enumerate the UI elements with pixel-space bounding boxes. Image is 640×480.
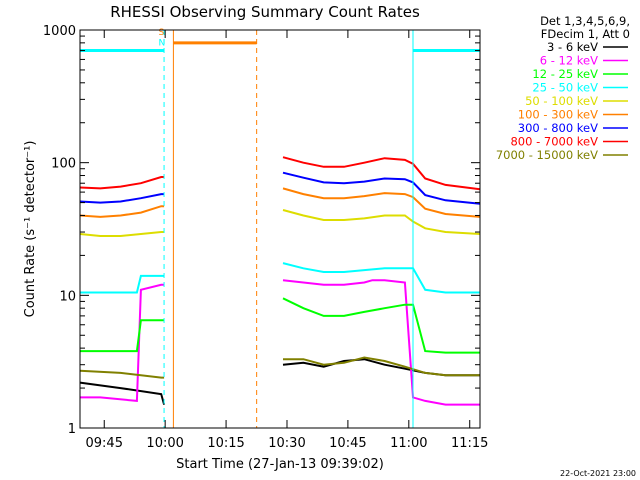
legend-label-6-12-kev: 6 - 12 keV [540,54,598,68]
event-layer: SN [79,28,481,428]
y-tick-label-100: 100 [51,157,76,172]
generation-timestamp: 22-Oct-2021 23:00 [560,469,636,478]
legend-label-800-7000-kev: 800 - 7000 keV [510,135,598,149]
legend-label-7000-15000-kev: 7000 - 15000 keV [496,148,598,162]
series-layer [79,156,481,406]
series-300-800-kev-segment-2 [282,171,481,205]
x-tick-label-10-15: 10:15 [207,436,244,451]
legend-header-line-2: FDecim 1, Att 0 [541,27,630,41]
x-tick-label-11-15: 11:15 [451,436,488,451]
series-800-7000-kev-segment-1 [79,176,165,190]
series-12-25-kev-segment-2 [282,297,480,354]
y-tick-label-10: 10 [59,289,76,304]
legend-label-3-6-kev: 3 - 6 keV [547,40,598,54]
legend-label-300-800-kev: 300 - 800 keV [518,121,598,135]
x-axis-label: Start Time (27-Jan-13 09:39:02) [176,457,384,472]
x-tick-label-10-30: 10:30 [268,436,305,451]
event-marker-s: S [158,28,164,38]
series-6-12-kev-segment-2 [282,279,480,406]
y-tick-label-1000: 1000 [43,24,76,39]
event-marker-n: N [158,38,165,48]
chart-title: RHESSI Observing Summary Count Rates [110,3,420,21]
series-12-25-kev-segment-1 [80,319,165,353]
series-800-7000-kev-segment-2 [282,156,481,191]
series-6-12-kev-segment-1 [80,283,165,402]
y-axis-label: Count Rate (s⁻¹ detector⁻¹) [23,141,38,318]
legend-label-12-25-kev: 12 - 25 keV [532,67,598,81]
x-tick-label-11-00: 11:00 [390,436,427,451]
series-7000-15000-kev-segment-1 [79,369,165,379]
legend-label-50-100-kev: 50 - 100 keV [525,94,598,108]
series-50-100-kev-segment-1 [79,231,165,237]
legend-header-line-1: Det 1,3,4,5,6,9, [540,14,630,28]
legend-label-100-300-kev: 100 - 300 keV [518,108,598,122]
legend-label-25-50-kev: 25 - 50 keV [532,81,598,95]
x-tick-label-10-45: 10:45 [329,436,366,451]
series-100-300-kev-segment-2 [282,187,481,218]
series-300-800-kev-segment-1 [79,193,165,204]
plot-frame [79,29,481,429]
series-25-50-kev-segment-1 [80,274,165,294]
series-25-50-kev-segment-2 [282,262,480,294]
series-100-300-kev-segment-1 [79,205,165,218]
series-50-100-kev-segment-2 [282,209,481,235]
y-tick-label-1: 1 [68,422,76,437]
tick-layer: 09:45 10:00 10:15 10:30 10:45 11:00 11:15 1 10 10… [43,24,489,451]
x-tick-label-09-45: 09:45 [86,436,123,451]
series-7000-15000-kev-segment-2 [283,356,480,377]
series-3-6-kev-segment-1 [79,381,166,405]
legend: Det 1,3,4,5,6,9, FDecim 1, Att 0 3 - 6 k… [496,14,630,162]
x-tick-label-10-00: 10:00 [146,436,183,451]
